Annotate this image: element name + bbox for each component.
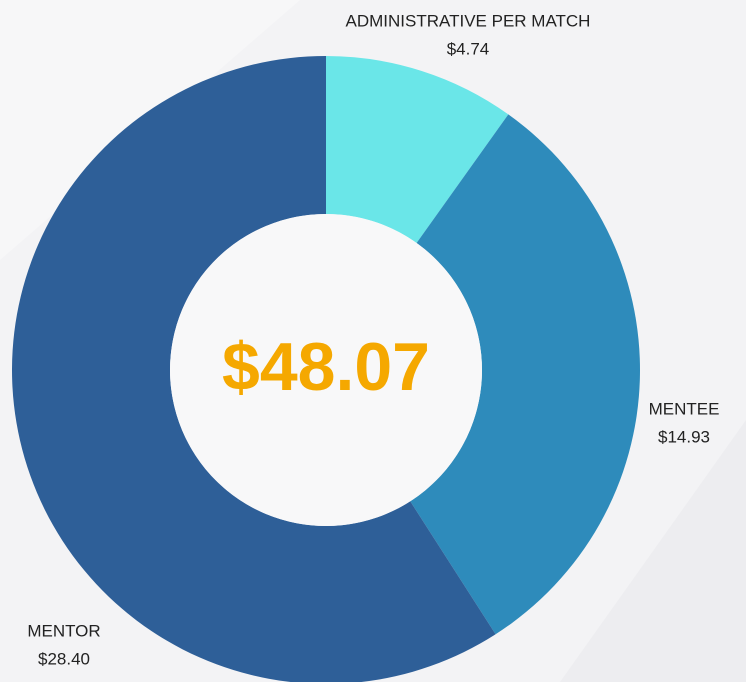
slice-label: MENTEE [649, 399, 720, 418]
donut-slice [12, 56, 496, 682]
donut-slice [326, 56, 509, 243]
donut-hole [170, 214, 482, 526]
slice-value-label: $14.93 [658, 427, 710, 446]
slice-value-label: $28.40 [38, 649, 90, 668]
slice-label: ADMINISTRATIVE PER MATCH [346, 11, 591, 30]
slice-label: MENTOR [27, 621, 100, 640]
background-shape [560, 420, 746, 682]
donut-slice [410, 114, 641, 635]
center-total: $48.07 [222, 329, 430, 405]
slice-value-label: $4.74 [447, 39, 490, 58]
